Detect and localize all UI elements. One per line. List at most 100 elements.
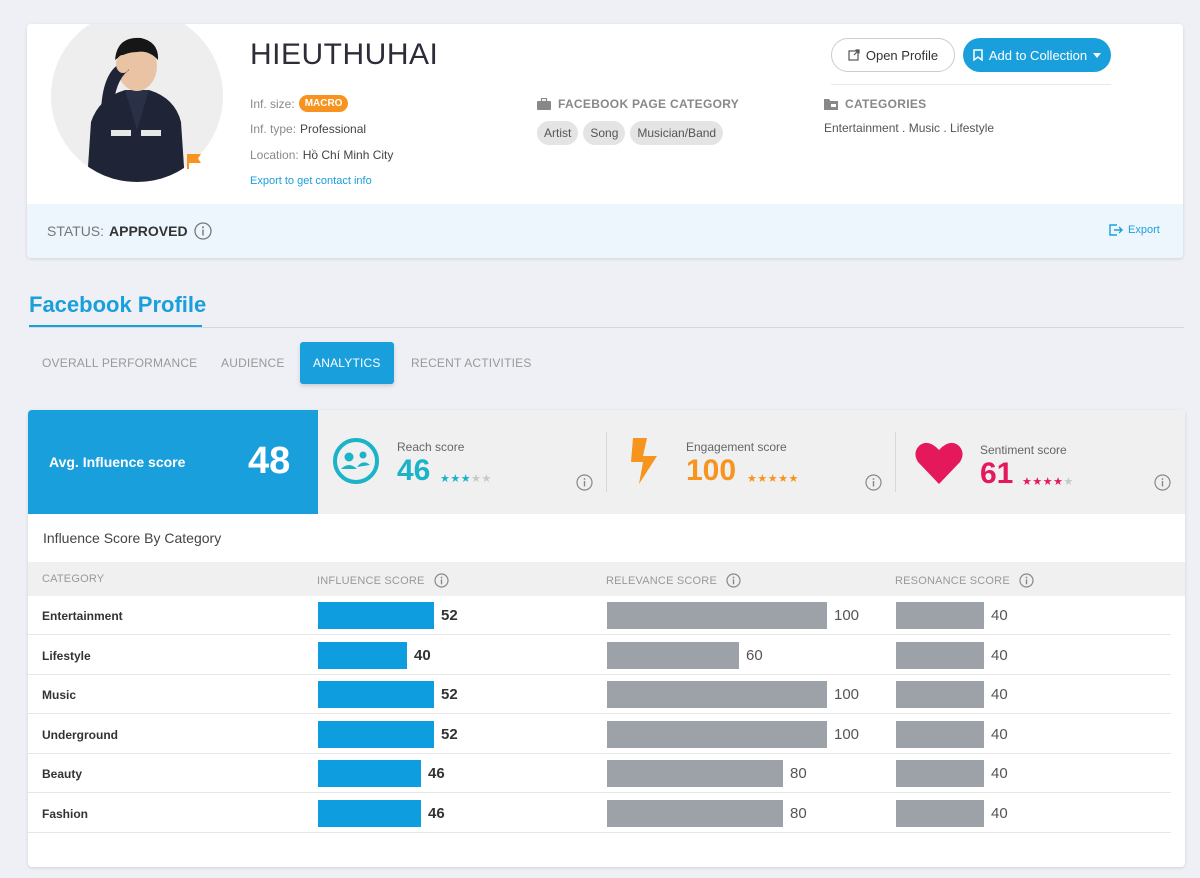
table-row: Beauty 46 80 40 bbox=[28, 754, 1171, 793]
relevance-bar bbox=[607, 602, 827, 629]
score-divider bbox=[606, 432, 607, 492]
categories-value: Entertainment . Music . Lifestyle bbox=[824, 121, 995, 135]
export-icon bbox=[1109, 224, 1123, 236]
relevance-value: 80 bbox=[790, 804, 807, 822]
info-icon[interactable] bbox=[433, 573, 449, 588]
category-name: Beauty bbox=[42, 767, 83, 781]
relevance-bar bbox=[607, 641, 739, 669]
external-link-icon bbox=[848, 49, 860, 61]
inf-size-row: Inf. size: MACRO bbox=[250, 95, 349, 112]
header-category-label: CATEGORY bbox=[42, 573, 105, 585]
table-row: Entertainment 52 100 40 bbox=[28, 596, 1171, 635]
resonance-value: 40 bbox=[991, 725, 1008, 743]
export-contact-link[interactable]: Export to get contact info bbox=[250, 175, 372, 187]
sentiment-score-block: Sentiment score 61 ★★★★★ bbox=[896, 410, 1185, 514]
table-row: Lifestyle 40 60 40 bbox=[28, 636, 1171, 675]
inf-size-badge: MACRO bbox=[298, 95, 349, 112]
engagement-info-icon[interactable] bbox=[865, 474, 882, 491]
table-row: Music 52 100 40 bbox=[28, 675, 1171, 714]
header-resonance: RESONANCE SCORE bbox=[895, 573, 1034, 588]
tab-analytics[interactable]: ANALYTICS bbox=[300, 342, 394, 384]
resonance-bar bbox=[896, 602, 984, 629]
profile-card: HIEUTHUHAI Open Profile Add to Collectio… bbox=[27, 24, 1183, 258]
fb-category-heading-label: FACEBOOK PAGE CATEGORY bbox=[558, 97, 740, 111]
status-bar: STATUS: APPROVED Export bbox=[27, 204, 1183, 258]
title-underline bbox=[29, 325, 202, 327]
table-header: CATEGORY INFLUENCE SCORE RELEVANCE SCORE… bbox=[28, 562, 1185, 596]
relevance-value: 100 bbox=[834, 686, 860, 703]
influence-bar bbox=[318, 641, 407, 669]
influence-value: 52 bbox=[441, 725, 458, 743]
influence-value: 40 bbox=[414, 646, 431, 664]
tag-song: Song bbox=[583, 121, 626, 145]
engagement-score-value: 100 bbox=[686, 454, 737, 487]
category-name: Music bbox=[42, 688, 77, 702]
influence-bar bbox=[318, 720, 434, 748]
section-rule bbox=[29, 327, 1184, 328]
analytics-panel: Avg. Influence score 48 Reach score 46 ★… bbox=[28, 410, 1185, 867]
reach-icon bbox=[333, 438, 379, 484]
tab-overall-performance[interactable]: OVERALL PERFORMANCE bbox=[42, 356, 198, 370]
fb-category-tags: Artist Song Musician/Band bbox=[537, 121, 724, 145]
status-value: APPROVED bbox=[109, 223, 188, 239]
sentiment-stars: ★★★★★ bbox=[1022, 476, 1074, 488]
sentiment-info-icon[interactable] bbox=[1154, 474, 1171, 491]
relevance-bar bbox=[607, 799, 783, 827]
influence-value: 52 bbox=[441, 607, 458, 624]
score-strip: Avg. Influence score 48 Reach score 46 ★… bbox=[28, 410, 1185, 514]
influencer-name: HIEUTHUHAI bbox=[250, 38, 439, 71]
influence-bar bbox=[318, 681, 434, 708]
location-row: Location: Hồ Chí Minh City bbox=[250, 148, 393, 162]
categories-heading-label: CATEGORIES bbox=[845, 97, 927, 111]
tab-audience[interactable]: AUDIENCE bbox=[221, 356, 285, 370]
resonance-bar bbox=[896, 760, 984, 787]
category-name: Underground bbox=[42, 727, 118, 742]
add-to-collection-label: Add to Collection bbox=[988, 47, 1088, 63]
engagement-stars: ★★★★★ bbox=[747, 473, 799, 485]
add-to-collection-button[interactable]: Add to Collection bbox=[963, 38, 1111, 72]
tab-recent-activities[interactable]: RECENT ACTIVITIES bbox=[411, 356, 532, 370]
resonance-value: 40 bbox=[991, 607, 1008, 624]
location-label: Location: bbox=[250, 148, 299, 162]
tag-artist: Artist bbox=[537, 121, 579, 145]
avatar-image bbox=[51, 24, 223, 182]
resonance-value: 40 bbox=[991, 686, 1008, 703]
reach-score-block: Reach score 46 ★★★★★ bbox=[318, 410, 607, 514]
inf-type-label: Inf. type: bbox=[250, 122, 297, 136]
open-profile-button[interactable]: Open Profile bbox=[831, 38, 955, 72]
resonance-bar bbox=[896, 681, 984, 708]
status-info-icon[interactable] bbox=[194, 222, 212, 240]
flag-icon bbox=[187, 154, 201, 169]
category-name: Lifestyle bbox=[42, 648, 91, 663]
export-button[interactable]: Export bbox=[1109, 224, 1160, 236]
score-divider bbox=[895, 432, 896, 492]
info-icon[interactable] bbox=[726, 573, 741, 588]
avg-influence-value: 48 bbox=[248, 440, 291, 482]
resonance-bar bbox=[896, 641, 984, 669]
resonance-value: 40 bbox=[991, 804, 1008, 822]
categories-heading: CATEGORIES bbox=[824, 97, 926, 111]
caret-down-icon bbox=[1093, 52, 1102, 58]
category-name: Entertainment bbox=[42, 609, 123, 623]
engagement-score-label: Engagement score bbox=[686, 440, 787, 454]
header-relevance: RELEVANCE SCORE bbox=[606, 573, 741, 588]
influence-bar bbox=[318, 602, 434, 629]
avg-influence-box: Avg. Influence score 48 bbox=[28, 410, 318, 514]
status-label: STATUS: bbox=[47, 223, 105, 239]
fb-category-heading: FACEBOOK PAGE CATEGORY bbox=[537, 97, 739, 111]
reach-score-label: Reach score bbox=[397, 440, 465, 454]
bookmark-icon bbox=[973, 49, 983, 61]
facebook-profile-title: Facebook Profile bbox=[29, 292, 207, 317]
engagement-score-block: Engagement score 100 ★★★★★ bbox=[607, 410, 896, 514]
relevance-bar bbox=[607, 720, 827, 748]
relevance-value: 100 bbox=[834, 725, 860, 743]
influence-bar bbox=[318, 799, 421, 827]
relevance-bar bbox=[607, 681, 827, 708]
info-icon[interactable] bbox=[1019, 573, 1034, 588]
sentiment-score-label: Sentiment score bbox=[980, 443, 1067, 457]
resonance-bar bbox=[896, 720, 984, 748]
tag-musician-band: Musician/Band bbox=[630, 121, 724, 145]
reach-info-icon[interactable] bbox=[576, 474, 593, 491]
header-influence-label: INFLUENCE SCORE bbox=[317, 574, 425, 587]
reach-score-value: 46 bbox=[397, 454, 431, 487]
